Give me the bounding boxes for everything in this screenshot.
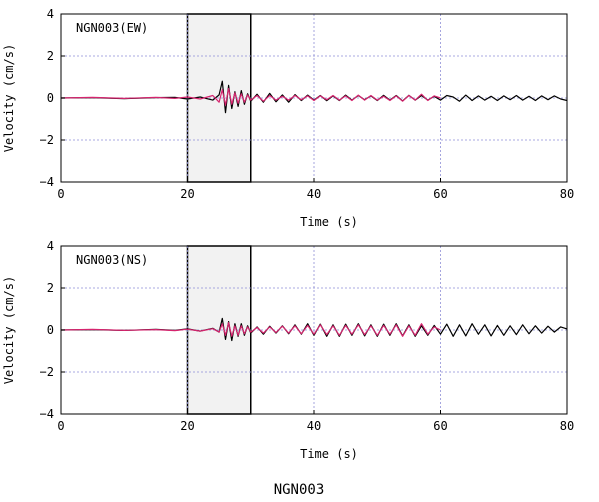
y-tick-label: 2 (47, 281, 54, 295)
x-axis-label: Time (s) (300, 215, 358, 229)
y-tick-label: 0 (47, 91, 54, 105)
y-tick-label: −2 (40, 133, 54, 147)
y-axis-label: Velocity (cm/s) (2, 44, 16, 152)
x-tick-label: 20 (180, 419, 194, 433)
x-tick-label: 0 (57, 187, 64, 201)
y-tick-label: 4 (47, 7, 54, 21)
x-tick-label: 20 (180, 187, 194, 201)
station-label: NGN003(NS) (76, 253, 148, 267)
y-tick-label: −4 (40, 175, 54, 189)
synthetic-trace (60, 87, 441, 106)
y-tick-label: 4 (47, 239, 54, 253)
x-axis-label: Time (s) (300, 447, 358, 461)
y-tick-label: −4 (40, 407, 54, 421)
y-tick-label: 2 (47, 49, 54, 63)
x-tick-label: 0 (57, 419, 64, 433)
x-tick-label: 80 (560, 187, 574, 201)
x-tick-label: 40 (307, 419, 321, 433)
x-tick-label: 60 (433, 187, 447, 201)
x-tick-label: 40 (307, 187, 321, 201)
synthetic-trace (60, 322, 441, 337)
y-axis-label: Velocity (cm/s) (2, 276, 16, 384)
x-tick-label: 80 (560, 419, 574, 433)
y-tick-label: −2 (40, 365, 54, 379)
observed-trace (60, 317, 568, 342)
y-tick-label: 0 (47, 323, 54, 337)
x-tick-label: 60 (433, 419, 447, 433)
figure-caption: NGN003 (274, 482, 325, 498)
station-label: NGN003(EW) (76, 21, 148, 35)
